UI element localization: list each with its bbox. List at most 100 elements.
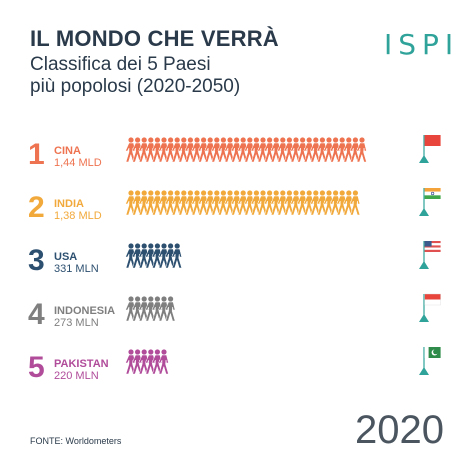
india-flag-icon [419, 188, 441, 216]
person-icon [197, 137, 209, 163]
person-icon [191, 137, 202, 163]
person-icon [158, 296, 169, 322]
person-icon [164, 243, 176, 269]
person-icon [296, 190, 308, 216]
person-icon [125, 243, 136, 269]
person-icon [164, 137, 176, 163]
person-icon [303, 190, 315, 216]
person-icon [342, 137, 354, 163]
person-icon [151, 349, 163, 375]
person-icon [177, 137, 189, 163]
person-icon [230, 190, 242, 216]
person-icon [131, 137, 143, 163]
person-icon [309, 137, 321, 163]
person-icon [217, 190, 229, 216]
person-icon [316, 137, 328, 163]
person-icon [283, 137, 295, 163]
person-icon [125, 296, 136, 322]
person-icon [144, 296, 156, 322]
person-icon [257, 137, 268, 163]
rank-number: 2 [28, 191, 45, 224]
rank-number: 5 [28, 351, 45, 384]
person-icon [270, 137, 282, 163]
usa-flag-icon [419, 241, 441, 269]
person-icon [250, 190, 262, 216]
person-icon [151, 190, 163, 216]
person-icon [144, 137, 156, 163]
person-icon [349, 137, 361, 163]
person-icon [250, 137, 262, 163]
person-icon [138, 243, 150, 269]
country-name: CINA [54, 145, 81, 157]
country-population: 273 MLN [54, 317, 99, 329]
person-icon [270, 190, 282, 216]
country-population: 1,44 MLD [54, 157, 102, 169]
person-icon [171, 243, 183, 269]
person-icon [171, 190, 183, 216]
pakistan-flag-icon [419, 347, 441, 375]
person-icon [210, 190, 222, 216]
person-icon [237, 137, 249, 163]
person-icon [336, 137, 348, 163]
indonesia-flag-icon [419, 293, 441, 322]
person-icon [224, 190, 235, 216]
ispi-logo: ISPI [384, 28, 460, 61]
person-icon [125, 137, 136, 163]
person-icon [144, 190, 156, 216]
person-icon [356, 137, 367, 163]
person-icon [158, 349, 169, 375]
person-icon [276, 190, 288, 216]
person-icon [138, 137, 150, 163]
person-icon [184, 137, 196, 163]
person-icon [309, 190, 321, 216]
page-title: IL MONDO CHE VERRÀ [30, 26, 279, 51]
person-icon [125, 190, 136, 216]
person-icon [131, 243, 143, 269]
bar-india [125, 190, 361, 216]
bar-cina [125, 137, 367, 163]
person-icon [329, 137, 341, 163]
year-label: 2020 [355, 408, 444, 452]
person-icon [151, 243, 163, 269]
person-icon [131, 349, 143, 375]
person-icon [144, 243, 156, 269]
person-icon [323, 137, 334, 163]
person-icon [125, 349, 136, 375]
person-icon [177, 190, 189, 216]
person-icon [210, 137, 222, 163]
person-icon [296, 137, 308, 163]
person-icon [184, 190, 196, 216]
person-icon [230, 137, 242, 163]
person-icon [329, 190, 341, 216]
person-icon [158, 243, 169, 269]
person-icon [303, 137, 315, 163]
china-flag-icon [419, 135, 441, 163]
bar-usa [125, 243, 183, 269]
person-icon [283, 190, 295, 216]
person-icon [237, 190, 249, 216]
person-icon [138, 349, 150, 375]
person-icon [316, 190, 328, 216]
person-icon [290, 190, 301, 216]
person-icon [171, 137, 183, 163]
country-name: INDIA [54, 198, 84, 210]
person-icon [138, 296, 150, 322]
person-icon [243, 190, 255, 216]
person-icon [342, 190, 354, 216]
person-icon [131, 190, 143, 216]
person-icon [158, 137, 169, 163]
person-icon [349, 190, 361, 216]
rank-number: 3 [28, 244, 45, 277]
person-icon [197, 190, 209, 216]
person-icon [224, 137, 235, 163]
bar-pakistan [125, 349, 169, 375]
person-icon [144, 349, 156, 375]
person-icon [217, 137, 229, 163]
country-name: INDONESIA [54, 305, 116, 317]
person-icon [131, 296, 143, 322]
person-icon [263, 190, 275, 216]
person-icon [151, 296, 163, 322]
person-icon [151, 137, 163, 163]
